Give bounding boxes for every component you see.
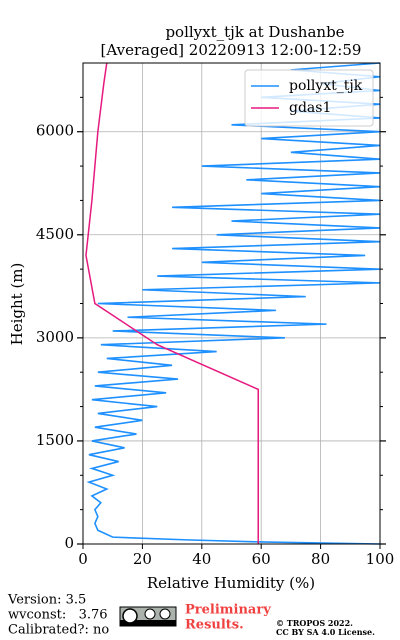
copyright: CC BY SA 4.0 License. xyxy=(276,627,375,637)
x-axis-label: Relative Humidity (%) xyxy=(147,574,315,592)
preliminary: Preliminary xyxy=(185,603,271,618)
copyright: © TROPOS 2022. xyxy=(276,618,353,628)
x-tick-label: 60 xyxy=(252,550,271,568)
chart-title: [Averaged] 20220913 12:00-12:59 xyxy=(101,41,362,59)
plot-frame xyxy=(82,62,381,545)
chart-title: pollyxt_tjk at Dushanbe xyxy=(165,23,344,41)
profile-line xyxy=(85,62,259,544)
legend-label: pollyxt_tjk xyxy=(289,78,363,94)
legend-label: gdas1 xyxy=(289,100,331,116)
x-tick-label: 100 xyxy=(366,550,395,568)
legend-box xyxy=(244,69,374,127)
cc-badge xyxy=(119,606,177,627)
x-tick-label: 0 xyxy=(78,550,88,568)
y-tick-label: 1500 xyxy=(36,431,74,449)
y-axis-label: Height (m) xyxy=(8,263,26,346)
calibrated: Calibrated?: no xyxy=(8,623,109,638)
plot-area xyxy=(82,62,381,545)
y-tick-label: 0 xyxy=(64,534,74,552)
legend: pollyxt_tjk gdas1 xyxy=(244,69,374,127)
x-tick-label: 80 xyxy=(311,550,330,568)
x-tick-label: 40 xyxy=(192,550,211,568)
y-tick-label: 4500 xyxy=(36,225,74,243)
footer: Version: 3.5 wvconst: 3.76 Calibrated?: … xyxy=(7,593,375,638)
preliminary: Results. xyxy=(185,618,244,633)
profile-line xyxy=(86,62,381,545)
y-tick-label: 3000 xyxy=(36,328,74,346)
x-tick-label: 20 xyxy=(133,550,152,568)
wvconst: wvconst: 3.76 xyxy=(8,608,108,623)
version: Version: 3.5 xyxy=(7,593,86,608)
y-tick-label: 6000 xyxy=(36,122,74,140)
